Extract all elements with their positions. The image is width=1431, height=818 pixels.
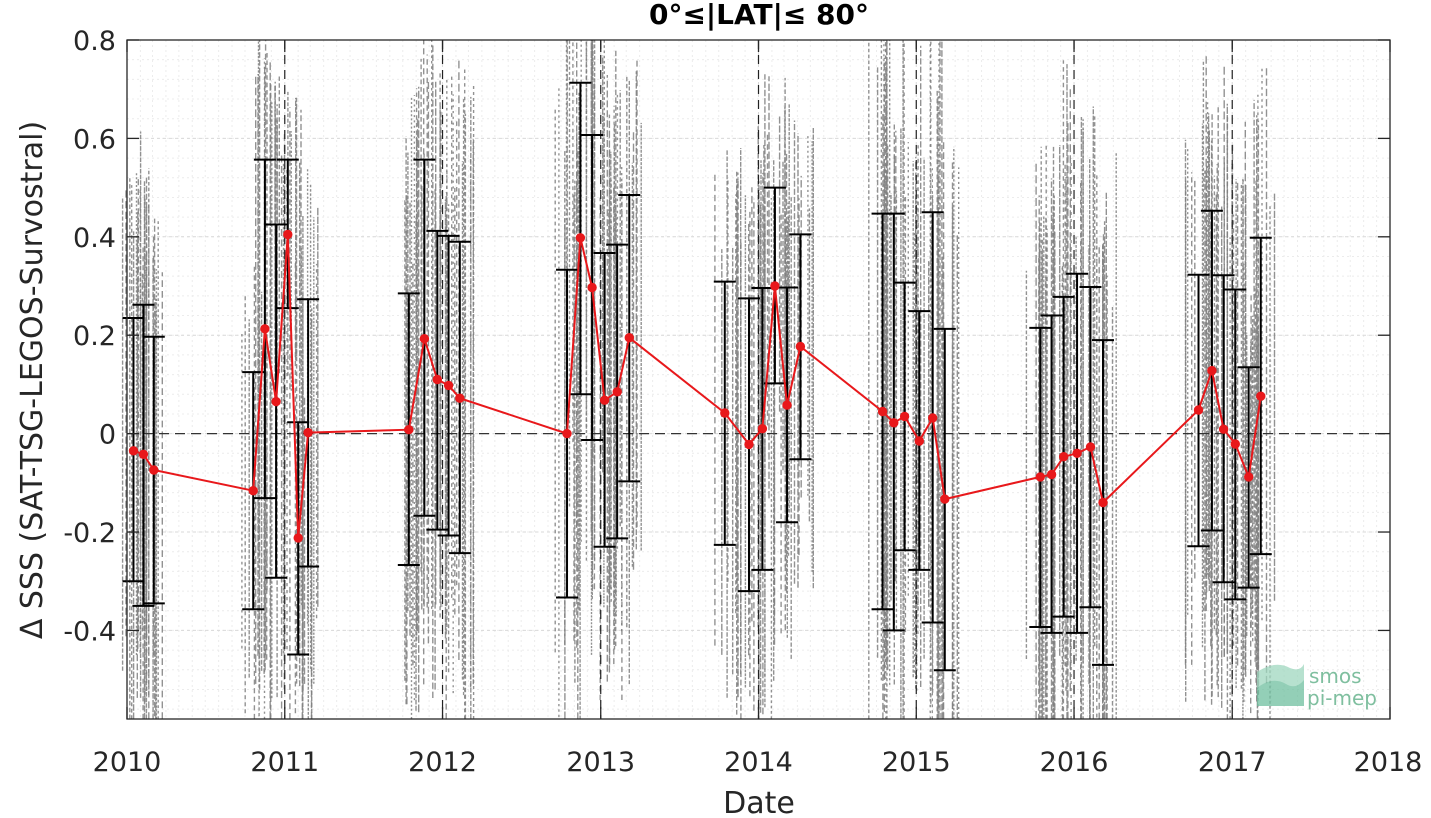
data-point <box>432 374 442 385</box>
data-point <box>419 334 430 344</box>
data-point <box>744 439 754 450</box>
logo-text-smos: smos <box>1309 664 1362 688</box>
data-point <box>1072 448 1082 458</box>
x-tick-label: 2012 <box>408 747 477 778</box>
data-point <box>587 282 597 293</box>
y-tick-label: -0.4 <box>63 616 116 647</box>
logo-text-pi-mep: pi-mep <box>1307 686 1377 710</box>
x-tick-label: 2015 <box>882 747 951 778</box>
data-point <box>757 424 768 434</box>
y-tick-labels: -0.4 -0.2 0 0.2 0.4 0.6 0.8 <box>63 26 116 647</box>
data-point <box>1098 497 1108 508</box>
data-point <box>1085 442 1096 452</box>
data-point <box>612 387 622 397</box>
data-point <box>303 427 313 438</box>
data-point <box>404 425 414 435</box>
data-point <box>889 418 899 428</box>
data-point <box>149 465 159 475</box>
data-point <box>271 396 281 407</box>
data-point <box>138 449 149 459</box>
data-point <box>599 395 610 405</box>
data-point <box>1035 472 1046 482</box>
data-point <box>1207 365 1217 376</box>
y-tick-label: -0.2 <box>63 518 116 549</box>
data-point <box>575 233 586 243</box>
data-point <box>720 408 730 418</box>
x-tick-labels: 2010 2011 2012 2013 2014 2015 2016 2017 2018 <box>93 747 1423 778</box>
data-point <box>1230 439 1241 449</box>
y-tick-label: 0.8 <box>73 26 116 57</box>
data-point <box>914 436 924 446</box>
smos-pi-mep-logo: smos pi-mep <box>1257 664 1377 710</box>
data-point <box>562 428 572 439</box>
data-point <box>1218 424 1229 434</box>
logo-wave-icon <box>1257 664 1304 706</box>
data-point <box>770 281 780 291</box>
data-point <box>455 393 465 403</box>
data-point <box>248 486 258 496</box>
data-point <box>1193 405 1204 415</box>
x-tick-label: 2013 <box>566 747 635 778</box>
x-tick-label: 2011 <box>250 747 319 778</box>
series-line <box>128 229 1266 543</box>
y-axis-label: Δ SSS (SAT-TSG-LEGOS-Survostral) <box>15 121 50 639</box>
y-tick-label: 0.2 <box>73 321 116 352</box>
data-point <box>624 333 634 343</box>
x-tick-label: 2017 <box>1198 747 1267 778</box>
data-point <box>940 494 950 504</box>
data-point <box>1256 391 1266 401</box>
x-tick-label: 2018 <box>1354 747 1423 778</box>
data-point <box>782 400 792 410</box>
chart-title: 0°≤|LAT|≤ 80° <box>649 0 869 31</box>
data-point <box>899 411 910 422</box>
data-point <box>1046 469 1057 480</box>
data-point <box>877 406 888 417</box>
data-point <box>1059 452 1069 462</box>
x-axis-label: Date <box>723 786 795 818</box>
data-point <box>1244 472 1254 482</box>
data-point <box>928 413 938 423</box>
axes-box <box>126 39 1391 720</box>
data-point <box>260 324 270 334</box>
y-tick-label: 0 <box>99 420 116 451</box>
x-tick-label: 2010 <box>93 747 162 778</box>
y-tick-label: 0.4 <box>73 223 116 254</box>
data-point <box>443 380 454 391</box>
x-tick-label: 2016 <box>1040 747 1109 778</box>
data-point <box>128 446 139 456</box>
x-tick-label: 2014 <box>724 747 793 778</box>
background-samples <box>121 40 1276 719</box>
data-point <box>293 533 303 543</box>
data-point <box>795 341 806 352</box>
y-tick-label: 0.6 <box>73 124 116 155</box>
data-point <box>283 229 293 240</box>
